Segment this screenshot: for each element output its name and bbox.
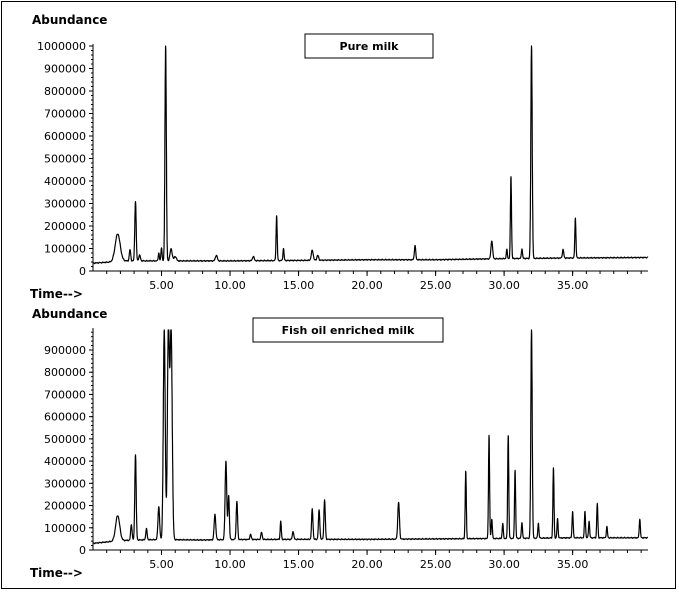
x-tick-label: 10.00 (214, 279, 246, 292)
y-axis-label: Abundance (32, 307, 107, 321)
series-trace (92, 45, 649, 265)
chart-title: Pure milk (340, 40, 400, 53)
y-tick-label: 300000 (44, 198, 86, 211)
chart-panel-fish-oil-enriched-milk: Abundance Time--> Fish oil enriched milk… (30, 307, 649, 580)
y-tick-label: 200000 (44, 500, 86, 513)
y-tick-label: 900000 (44, 63, 86, 76)
y-tick-label: 300000 (44, 477, 86, 490)
x-tick-label: 15.00 (283, 558, 315, 571)
y-tick-label: 700000 (44, 108, 86, 121)
x-axis: 5.00 10.00 15.00 20.00 25.00 30.00 35.00 (106, 550, 642, 571)
title-box (252, 317, 444, 343)
chart-title: Fish oil enriched milk (282, 324, 415, 337)
y-tick-label: 900000 (44, 344, 86, 357)
x-tick-label: 20.00 (351, 558, 383, 571)
y-tick-label: 600000 (44, 130, 86, 143)
x-axis-label: Time--> (30, 287, 83, 301)
x-tick-label: 25.00 (420, 558, 452, 571)
y-tick-label: 0 (79, 265, 86, 278)
y-tick-label: 0 (79, 544, 86, 557)
y-tick-label: 500000 (44, 433, 86, 446)
y-tick-label: 200000 (44, 220, 86, 233)
title-box (304, 33, 434, 59)
x-tick-label: 5.00 (149, 279, 174, 292)
y-tick-label: 800000 (44, 366, 86, 379)
x-tick-label: 10.00 (214, 558, 246, 571)
x-tick-label: 35.00 (557, 279, 589, 292)
y-axis: 0 100000 200000 300000 400000 500000 600000 700… (44, 331, 93, 557)
y-axis: 0 100000 200000 300000 400000 500000 600000 700… (37, 40, 93, 278)
x-tick-label: 25.00 (420, 279, 452, 292)
y-tick-label: 100000 (44, 522, 86, 535)
y-tick-label: 600000 (44, 411, 86, 424)
y-tick-label: 800000 (44, 85, 86, 98)
x-tick-label: 15.00 (283, 279, 315, 292)
y-tick-label: 500000 (44, 153, 86, 166)
series-trace (92, 329, 649, 545)
x-tick-label: 30.00 (488, 279, 520, 292)
x-tick-label: 5.00 (149, 558, 174, 571)
x-axis: 5.00 10.00 15.00 20.00 25.00 30.00 35.00 (106, 271, 642, 292)
y-tick-label: 100000 (44, 243, 86, 256)
x-tick-label: 30.00 (488, 558, 520, 571)
y-tick-label: 400000 (44, 455, 86, 468)
y-tick-label: 1000000 (37, 40, 86, 53)
x-tick-label: 35.00 (557, 558, 589, 571)
x-axis-label: Time--> (30, 566, 83, 580)
x-tick-label: 20.00 (351, 279, 383, 292)
chart-panel-pure-milk: Abundance Time--> Pure milk 0 100000 20000… (30, 13, 649, 301)
y-axis-label: Abundance (32, 13, 107, 27)
y-tick-label: 400000 (44, 175, 86, 188)
y-tick-label: 700000 (44, 388, 86, 401)
